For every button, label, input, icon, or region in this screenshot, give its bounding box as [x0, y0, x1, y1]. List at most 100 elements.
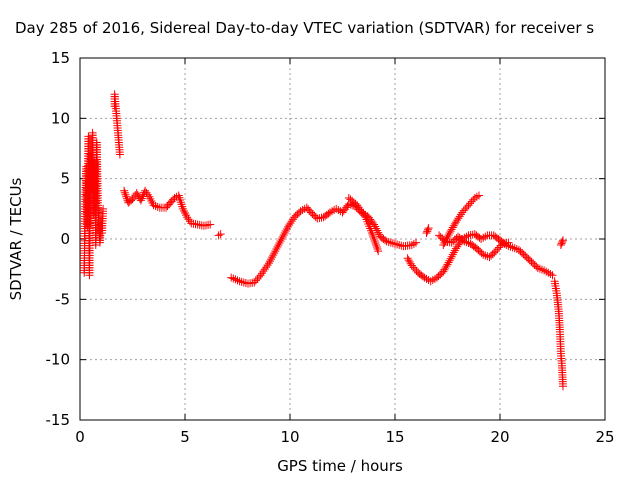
data-point [470, 193, 479, 202]
data-point [442, 262, 451, 271]
data-point [381, 236, 390, 245]
data-point [368, 230, 377, 239]
y-tick-label: 5 [60, 170, 70, 188]
data-point [422, 274, 431, 283]
data-point [184, 215, 193, 224]
data-point [441, 263, 450, 272]
data-point [262, 263, 271, 272]
data-point [296, 207, 305, 216]
data-point [216, 230, 225, 239]
data-point [372, 241, 381, 250]
x-axis-label: GPS time / hours [277, 457, 403, 475]
data-point [360, 211, 369, 220]
x-tick-label: 20 [490, 428, 509, 446]
data-point [227, 273, 236, 282]
data-point [423, 227, 432, 236]
data-point [535, 264, 544, 273]
data-point [214, 231, 223, 240]
data-point [120, 186, 129, 195]
data-point [325, 208, 334, 217]
data-point [142, 188, 151, 197]
data-point [268, 253, 277, 262]
data-point [460, 237, 469, 246]
data-point [477, 235, 486, 243]
data-point [382, 237, 391, 246]
data-point [146, 194, 155, 203]
data-point [407, 241, 416, 250]
data-point [479, 250, 488, 259]
data-point [440, 265, 449, 274]
data-point [143, 190, 152, 199]
y-tick-label: 10 [51, 109, 70, 127]
data-point [508, 243, 517, 252]
data-point [481, 232, 490, 241]
data-point [403, 254, 412, 263]
data-point [280, 228, 289, 237]
data-point [122, 192, 131, 201]
data-point [405, 257, 414, 266]
data-point [475, 191, 483, 200]
data-point [231, 275, 240, 284]
data-point [449, 248, 458, 257]
data-point [132, 189, 141, 198]
data-point [370, 220, 378, 229]
data-point [483, 252, 492, 261]
data-point [145, 192, 154, 201]
data-point [444, 230, 453, 239]
data-points [80, 90, 567, 391]
data-point [372, 243, 381, 252]
data-point [472, 192, 481, 201]
data-point [370, 235, 378, 243]
data-point [424, 224, 433, 233]
data-point [354, 203, 363, 212]
data-point [426, 277, 435, 286]
data-point [386, 238, 395, 247]
data-point [548, 271, 557, 280]
data-point [420, 273, 429, 282]
data-point [265, 259, 273, 268]
data-point [298, 206, 307, 215]
axis-ticks: 0 5 10 15 20 25 -15 -10 -5 0 5 10 15 [46, 49, 615, 446]
x-tick-label: 5 [180, 428, 190, 446]
data-point [235, 277, 244, 286]
data-point [137, 194, 146, 203]
data-point [423, 225, 432, 234]
data-point [422, 228, 431, 237]
data-point [141, 186, 150, 195]
data-point [447, 225, 456, 234]
y-tick-label: -15 [46, 411, 71, 429]
data-point [271, 247, 280, 256]
data-point [391, 239, 399, 248]
data-point [274, 241, 283, 250]
data-point [556, 241, 565, 250]
data-point [395, 241, 404, 250]
data-point [358, 209, 367, 218]
data-point [229, 274, 238, 283]
grid [80, 58, 605, 420]
data-point [388, 239, 397, 248]
data-point [504, 238, 513, 247]
data-point [328, 207, 336, 216]
data-point [447, 252, 456, 261]
data-point [538, 265, 546, 274]
data-point [439, 267, 448, 276]
data-point [409, 239, 418, 248]
data-point [533, 263, 542, 272]
data-point [120, 188, 129, 197]
data-point [446, 254, 455, 263]
data-point [374, 247, 383, 256]
x-tick-label: 10 [280, 428, 299, 446]
data-point [237, 277, 246, 286]
data-point [178, 204, 187, 213]
data-point [272, 245, 281, 254]
data-point [128, 195, 137, 204]
data-point [153, 202, 162, 211]
data-point [373, 245, 382, 254]
data-point [412, 238, 420, 247]
data-point [181, 209, 189, 218]
data-point [369, 232, 378, 241]
data-point [357, 207, 366, 216]
y-axis-label: SDTVAR / TECUs [7, 177, 25, 300]
data-point [334, 206, 343, 215]
